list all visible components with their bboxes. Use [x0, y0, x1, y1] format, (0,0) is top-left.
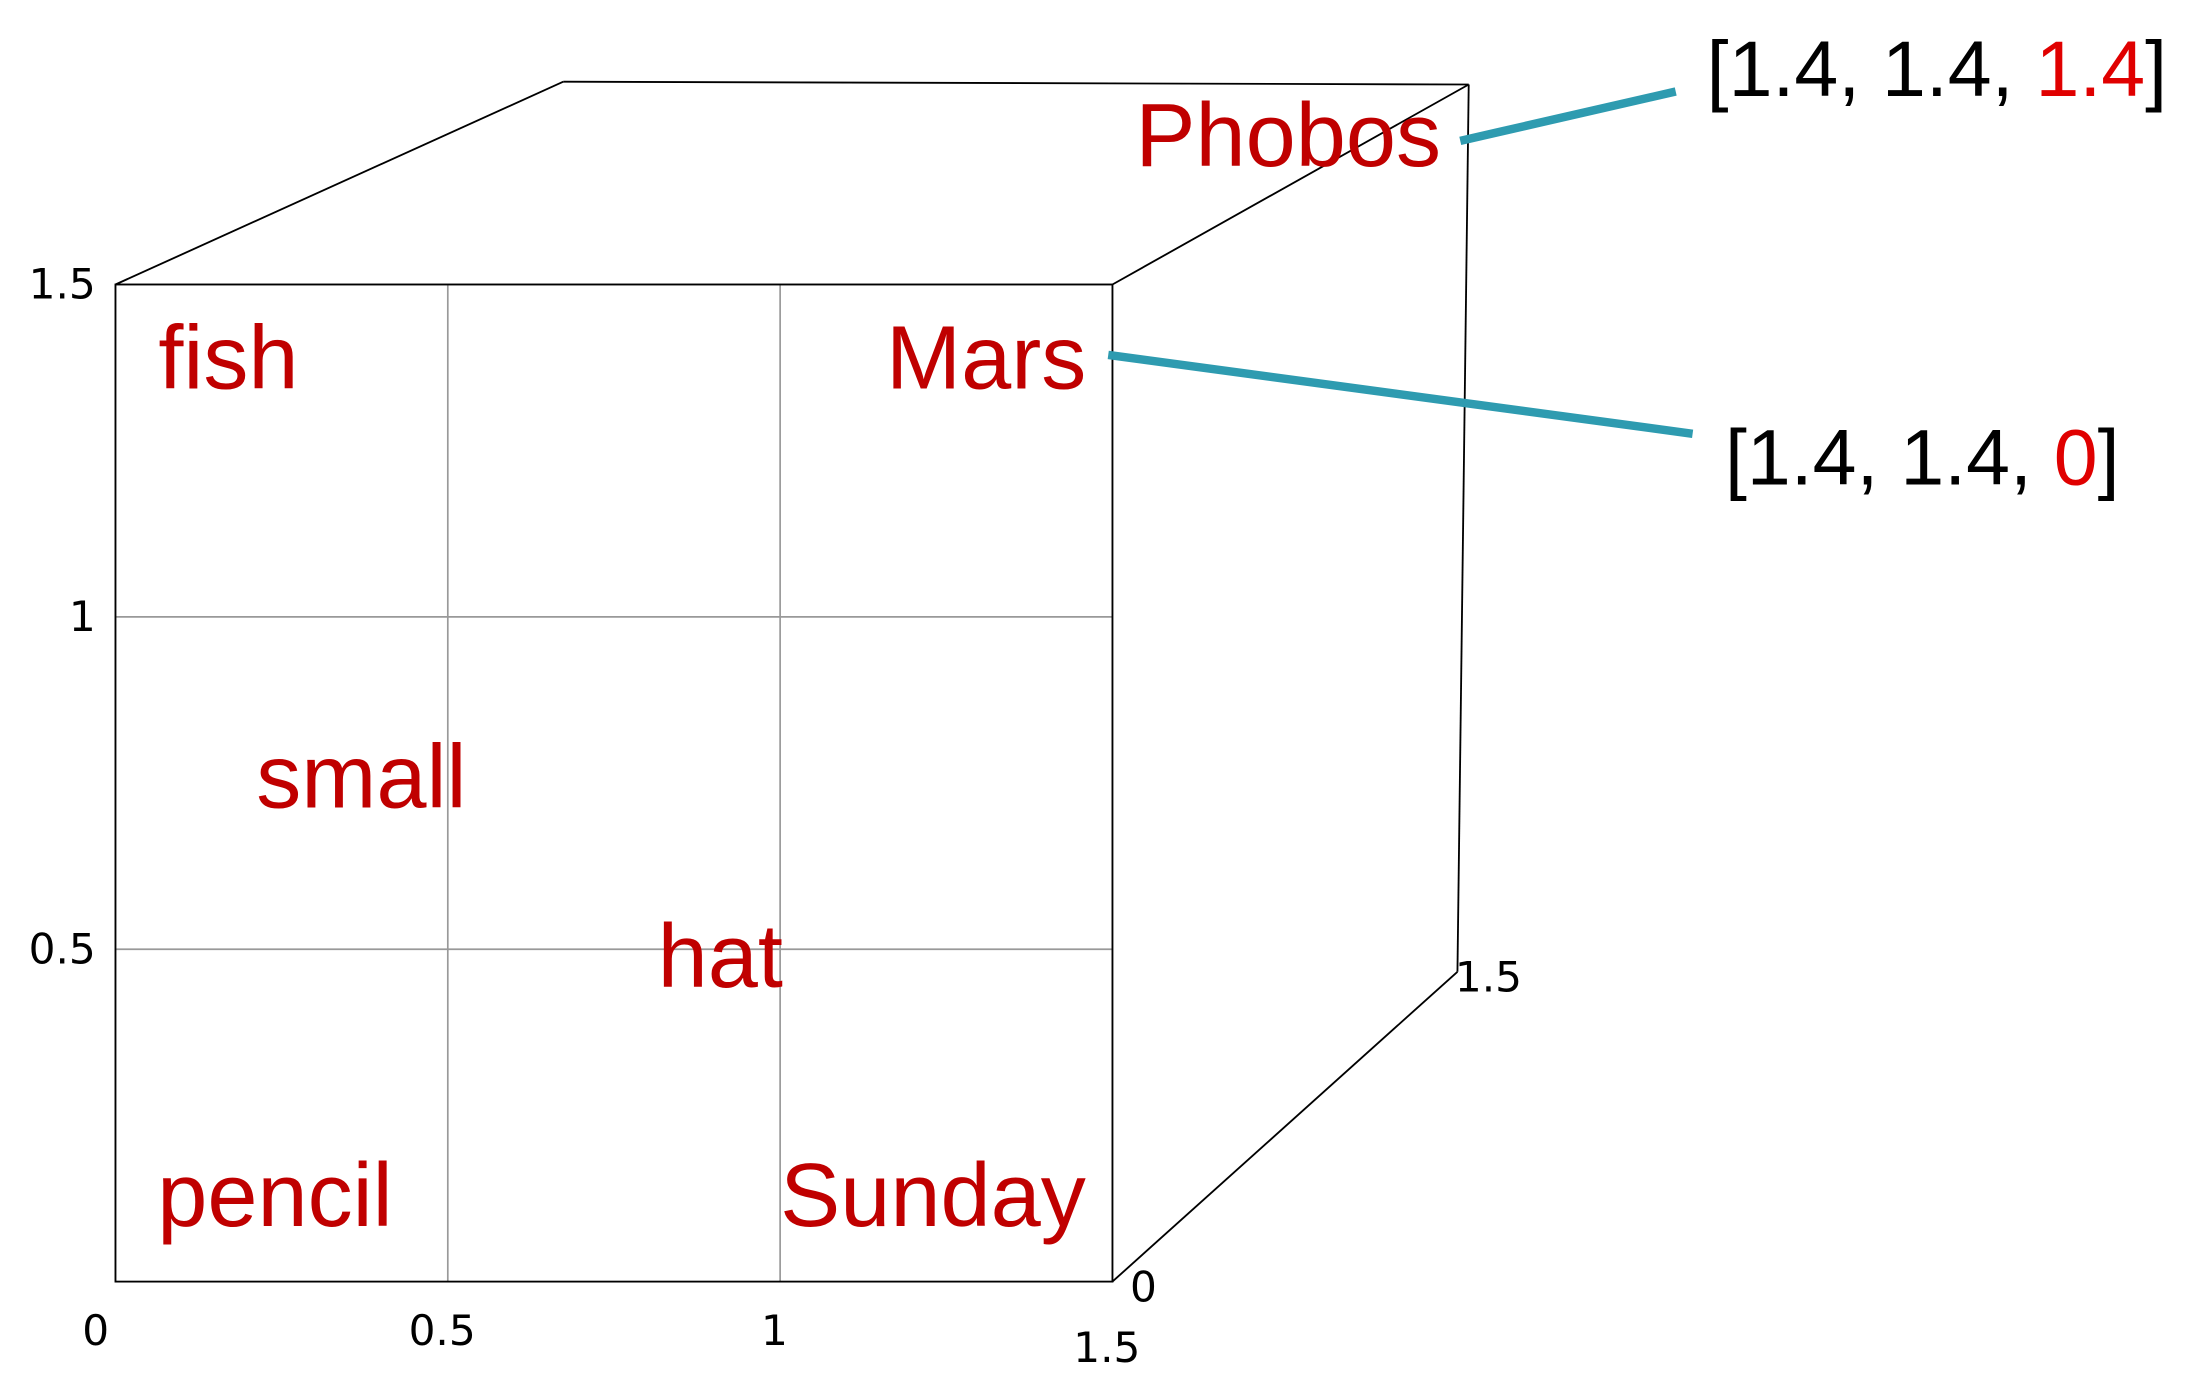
annotation: [1.4, 1.4, 0]	[1725, 413, 2120, 501]
word-point: pencil	[157, 1145, 392, 1246]
annotation-close: ]	[2145, 25, 2167, 113]
z-tick-label: 1.5	[1455, 952, 1522, 1001]
x-tick-label: 1.5	[1073, 1323, 1140, 1372]
edge	[563, 80, 1469, 86]
annotation: [1.4, 1.4, 1.4]	[1707, 25, 2167, 113]
annotation-close: ]	[2098, 413, 2120, 501]
z-tick-label: 0	[1130, 1262, 1157, 1311]
edge	[1112, 83, 1470, 286]
y-tick-label: 1.5	[29, 260, 96, 309]
word-point: Sunday	[780, 1145, 1086, 1246]
word-point: hat	[658, 906, 783, 1007]
front-face	[114, 283, 1114, 1283]
x-tick-label: 1	[761, 1306, 788, 1355]
annotation-text: [1.4, 1.4,	[1725, 413, 2054, 501]
word-point: fish	[158, 308, 298, 409]
x-tick-label: 0	[82, 1306, 109, 1355]
connector	[1459, 87, 1677, 145]
x-tick-label: 0.5	[409, 1306, 476, 1355]
annotation-highlight: 1.4	[2035, 25, 2145, 113]
edge	[1111, 971, 1459, 1283]
y-tick-label: 0.5	[29, 924, 96, 973]
edge	[1456, 84, 1470, 972]
word-point: small	[256, 726, 466, 827]
annotation-text: [1.4, 1.4,	[1707, 25, 2036, 113]
annotation-highlight: 0	[2054, 413, 2098, 501]
word-point: Mars	[886, 308, 1086, 409]
connector	[1107, 350, 1694, 438]
cube-frame	[114, 80, 1470, 1283]
edge	[115, 80, 564, 286]
word-point: Phobos	[1135, 85, 1441, 186]
y-tick-label: 1	[69, 592, 96, 641]
